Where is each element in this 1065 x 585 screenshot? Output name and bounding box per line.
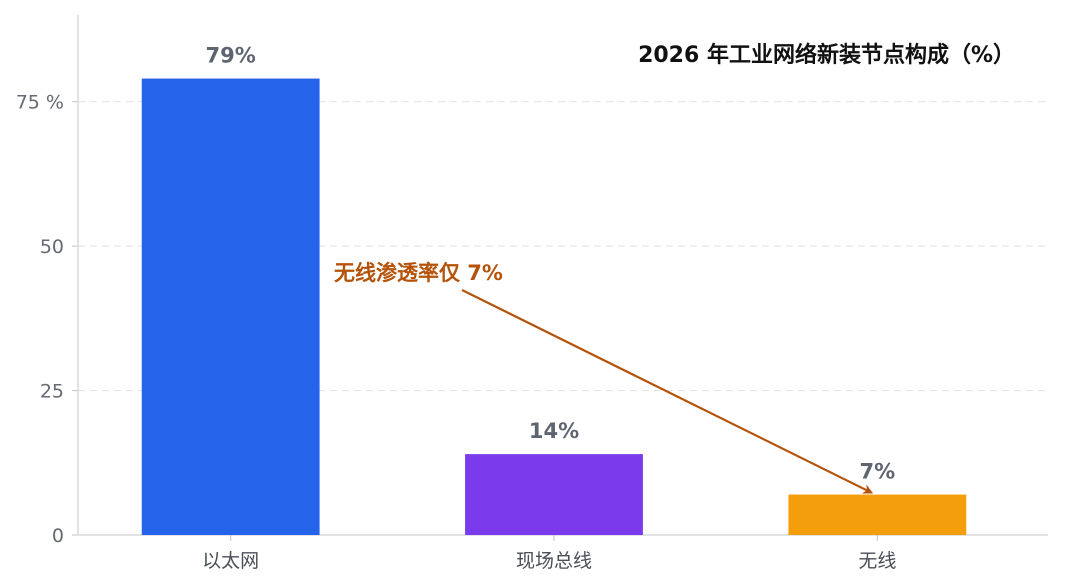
x-tick-label: 现场总线 <box>516 550 592 572</box>
bar <box>141 78 320 536</box>
y-tick-label: 75 % <box>16 92 64 114</box>
bar <box>465 454 643 535</box>
bar <box>788 494 967 535</box>
bar-value-label: 79% <box>206 44 256 68</box>
x-tick-label: 无线 <box>858 550 896 572</box>
annotation: 无线渗透率仅 7% <box>334 261 874 494</box>
x-tick-label: 以太网 <box>202 550 259 572</box>
y-tick-label: 0 <box>52 525 64 547</box>
y-tick-label: 50 <box>40 236 64 258</box>
labels: 79% 以太网 14% 现场总线 7% 无线 <box>202 44 896 572</box>
chart-title: 2026 年工业网络新装节点构成（%） <box>638 42 1015 68</box>
bars <box>141 78 967 536</box>
bar-value-label: 14% <box>529 419 579 443</box>
annotation-arrow <box>461 289 874 494</box>
y-tick-label: 25 <box>40 381 64 403</box>
annotation-label: 无线渗透率仅 7% <box>334 261 503 285</box>
bar-value-label: 7% <box>860 460 896 484</box>
